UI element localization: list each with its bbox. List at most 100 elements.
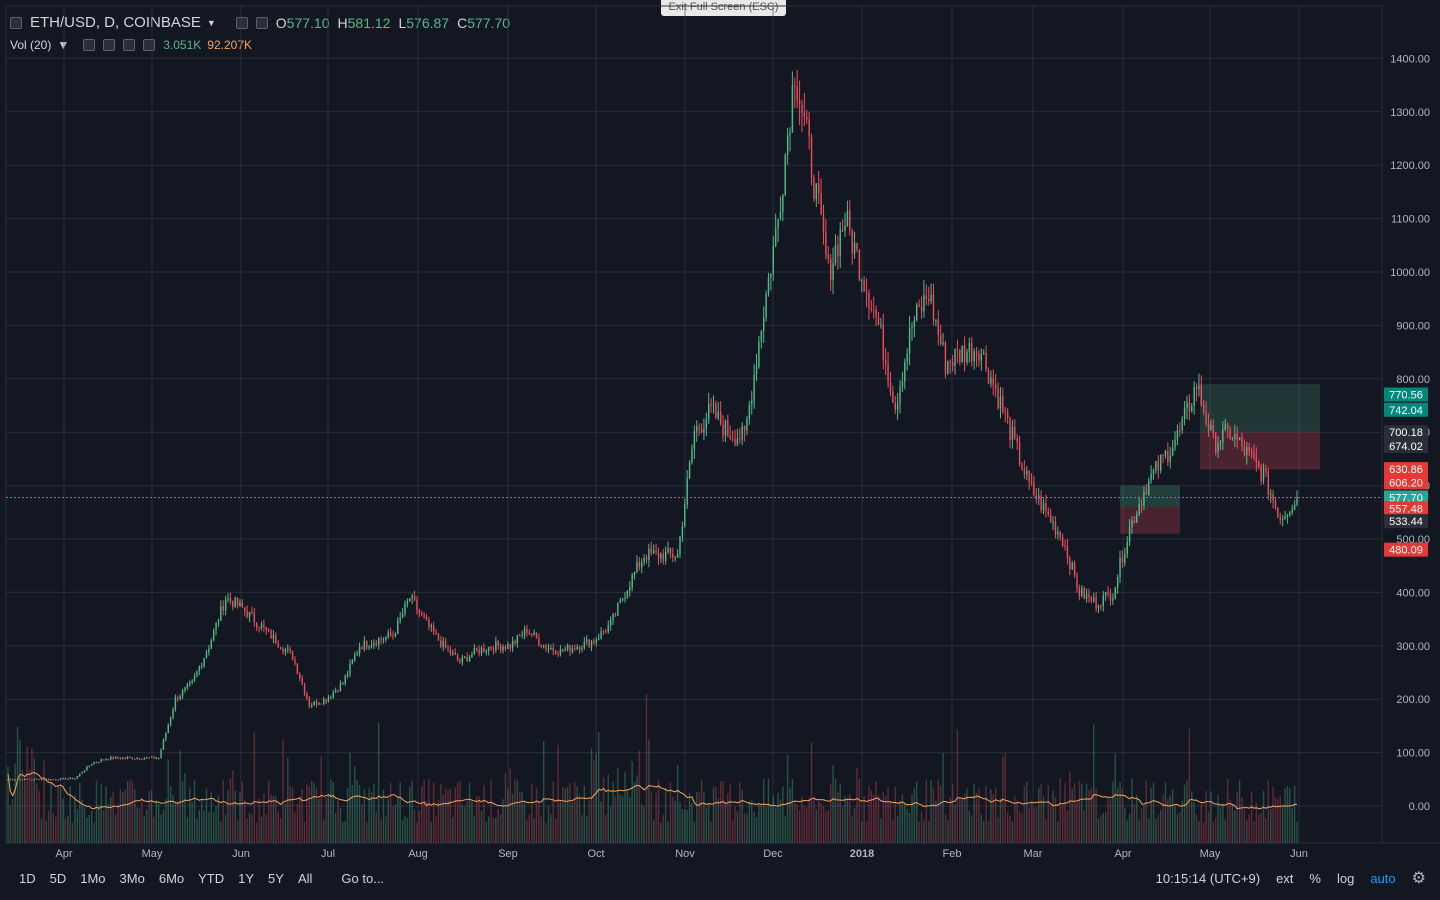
- range-button-1mo[interactable]: 1Mo: [80, 870, 106, 886]
- candle-body: [1081, 588, 1083, 596]
- candle-body: [1174, 439, 1176, 448]
- volume-bar: [669, 781, 672, 843]
- volume-bar: [1138, 819, 1140, 843]
- candle-body: [1279, 517, 1281, 521]
- volume-bar: [1250, 791, 1253, 843]
- volume-bar: [605, 814, 607, 843]
- collapse-legend-icon[interactable]: [10, 16, 22, 29]
- candle-body: [1200, 385, 1203, 405]
- volume-bar: [1248, 814, 1250, 843]
- candle-body: [1231, 438, 1234, 440]
- volume-bar: [734, 806, 736, 843]
- candle-body: [1234, 433, 1236, 439]
- volume-bar: [1198, 821, 1200, 843]
- volume-bar: [853, 808, 856, 843]
- range-button-1y[interactable]: 1Y: [238, 870, 255, 886]
- auto-toggle[interactable]: auto: [1370, 870, 1396, 886]
- volume-bar: [739, 782, 741, 843]
- volume-bar: [279, 817, 282, 843]
- zone-box-green: [1200, 384, 1320, 433]
- volume-indicator-title[interactable]: Vol (20): [10, 38, 52, 52]
- candle-body: [1133, 520, 1136, 523]
- volume-bar: [191, 801, 193, 843]
- candle-body: [1028, 470, 1030, 482]
- volume-bar: [416, 822, 418, 843]
- range-button-3mo[interactable]: 3Mo: [119, 870, 145, 886]
- candle-body: [569, 645, 571, 652]
- volume-bar: [789, 787, 791, 843]
- candle-body: [896, 403, 899, 410]
- volume-bar: [432, 782, 435, 843]
- percent-toggle[interactable]: %: [1309, 870, 1321, 886]
- volume-bar: [509, 768, 511, 843]
- settings-icon[interactable]: [255, 16, 268, 29]
- candle-body: [951, 361, 954, 366]
- candle-body: [1109, 593, 1112, 601]
- volume-bar: [1286, 785, 1289, 843]
- log-toggle[interactable]: log: [1336, 870, 1355, 886]
- volume-bar: [1126, 820, 1128, 843]
- volume-bar: [978, 788, 980, 843]
- range-button-1d[interactable]: 1D: [19, 870, 36, 886]
- candle-body: [1145, 491, 1148, 495]
- candle-body: [31, 779, 33, 781]
- chevron-down-icon[interactable]: ▼: [57, 38, 70, 52]
- volume-bar: [447, 790, 449, 843]
- volume-bar: [129, 779, 131, 843]
- volume-bar: [882, 791, 884, 843]
- volume-bar: [932, 787, 935, 843]
- volume-bar: [832, 765, 834, 843]
- candle-body: [241, 602, 244, 608]
- symbol-title[interactable]: ETH/USD, D, COINBASE: [30, 14, 201, 31]
- volume-bar: [342, 822, 344, 843]
- volume-bar: [428, 778, 430, 843]
- candle-body: [267, 629, 270, 631]
- eye-icon[interactable]: [235, 16, 248, 29]
- candle-body: [1262, 469, 1265, 482]
- ext-toggle[interactable]: ext: [1276, 870, 1294, 886]
- candle-body: [545, 645, 547, 649]
- eye-icon[interactable]: [83, 39, 96, 51]
- volume-bar: [672, 796, 674, 843]
- volume-bar: [272, 795, 275, 843]
- chevron-down-icon[interactable]: ▼: [206, 17, 216, 28]
- volume-bar: [444, 788, 447, 843]
- volume-bar: [542, 740, 545, 843]
- add-icon[interactable]: [123, 39, 136, 51]
- range-button-ytd[interactable]: YTD: [198, 870, 225, 886]
- exit-fullscreen-banner[interactable]: Exit Full Screen (ESC): [661, 0, 786, 16]
- volume-bar: [1217, 795, 1219, 843]
- candle-body: [992, 377, 995, 385]
- candle-body: [789, 132, 791, 135]
- volume-bar: [920, 811, 923, 843]
- volume-bar: [487, 816, 490, 843]
- volume-bar: [956, 729, 959, 843]
- candle-body: [428, 619, 430, 628]
- candle-body: [325, 699, 327, 702]
- price-chart[interactable]: 0.00100.00200.00300.00400.00500.00600.00…: [0, 0, 1440, 862]
- price-axis-marker: [1384, 425, 1428, 440]
- candle-body: [1157, 461, 1160, 471]
- candle-body: [253, 613, 256, 623]
- candle-body: [767, 277, 770, 295]
- goto-button[interactable]: Go to...: [341, 870, 385, 886]
- range-button-5y[interactable]: 5Y: [268, 870, 284, 886]
- candle-body: [385, 637, 387, 640]
- range-button-6mo[interactable]: 6Mo: [158, 870, 185, 886]
- volume-bar: [260, 816, 263, 843]
- candle-body: [736, 438, 739, 445]
- gear-icon[interactable]: ⚙: [1411, 870, 1426, 887]
- ohlc-key-h: H: [337, 14, 348, 31]
- volume-bar: [485, 822, 488, 843]
- volume-bar: [291, 787, 294, 843]
- range-button-5d[interactable]: 5D: [49, 870, 67, 886]
- candle-body: [346, 673, 349, 677]
- range-button-all[interactable]: All: [297, 870, 313, 886]
- candle-body: [380, 638, 382, 640]
- candle-body: [1136, 514, 1138, 523]
- settings-icon[interactable]: [103, 39, 116, 51]
- candle-body: [863, 280, 865, 292]
- candle-body: [633, 572, 636, 575]
- candle-body: [772, 246, 774, 274]
- volume-bar: [33, 758, 36, 843]
